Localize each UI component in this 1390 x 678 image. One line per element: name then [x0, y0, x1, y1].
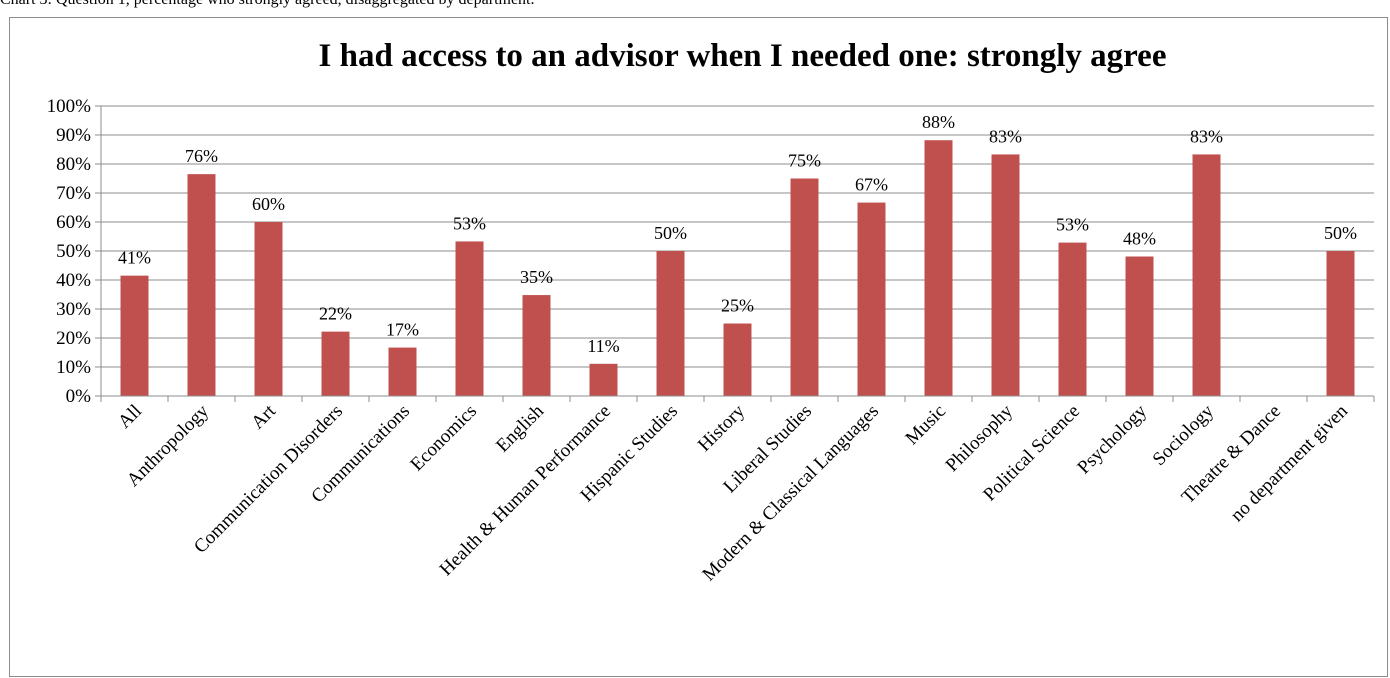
- data-label: 41%: [118, 248, 151, 268]
- data-label: 83%: [989, 126, 1022, 146]
- chart-area: I had access to an advisor when I needed…: [9, 17, 1388, 677]
- chart-caption: Chart 3: Question 1, percentage who stro…: [0, 0, 535, 9]
- bar: [790, 178, 819, 396]
- bar: [991, 154, 1020, 396]
- bar: [388, 347, 417, 396]
- bar: [522, 295, 551, 396]
- data-label: 53%: [1056, 215, 1089, 235]
- bar: [857, 202, 886, 396]
- x-tick-label: All: [114, 401, 146, 433]
- bar: [120, 275, 149, 396]
- x-tick-label: no department given: [1227, 400, 1353, 526]
- bar: [723, 323, 752, 396]
- x-tick-label: Music: [902, 401, 950, 449]
- data-label: 50%: [654, 223, 687, 243]
- bar: [924, 140, 953, 396]
- bar: [656, 251, 685, 396]
- bar: [1192, 154, 1221, 396]
- x-tick-label: History: [694, 400, 750, 456]
- y-tick-label: 60%: [56, 212, 91, 233]
- chart-title: I had access to an advisor when I needed…: [319, 38, 1167, 74]
- data-label: 88%: [922, 112, 955, 132]
- y-tick-label: 70%: [56, 183, 91, 204]
- bar-chart: I had access to an advisor when I needed…: [47, 38, 1375, 585]
- data-label: 48%: [1123, 229, 1156, 249]
- y-tick-label: 50%: [56, 241, 91, 262]
- x-tick-label: Art: [247, 400, 280, 433]
- y-tick-label: 40%: [56, 270, 91, 291]
- data-label: 50%: [1324, 223, 1357, 243]
- data-label: 53%: [453, 213, 486, 233]
- x-tick-label: Sociology: [1149, 400, 1219, 470]
- bar: [1125, 256, 1154, 396]
- x-tick-label: Economics: [406, 401, 481, 476]
- bar: [455, 241, 484, 396]
- data-label: 22%: [319, 304, 352, 324]
- data-label: 11%: [587, 336, 619, 356]
- bar: [187, 174, 216, 396]
- bar: [321, 331, 350, 396]
- y-tick-label: 30%: [56, 299, 91, 320]
- x-tick-label: Psychology: [1073, 400, 1151, 478]
- y-tick-label: 0%: [66, 386, 92, 407]
- bar: [589, 363, 618, 396]
- data-label: 67%: [855, 175, 888, 195]
- data-label: 60%: [252, 194, 285, 214]
- y-tick-label: 100%: [47, 96, 92, 117]
- x-tick-label: English: [492, 400, 548, 456]
- bar: [254, 222, 283, 396]
- data-label: 17%: [386, 320, 419, 340]
- data-label: 75%: [788, 151, 821, 171]
- data-label: 35%: [520, 267, 553, 287]
- data-label: 83%: [1190, 126, 1223, 146]
- data-label: 25%: [721, 296, 754, 316]
- y-tick-label: 80%: [56, 154, 91, 175]
- bar: [1326, 251, 1355, 396]
- y-tick-label: 20%: [56, 328, 91, 349]
- y-tick-label: 90%: [56, 125, 91, 146]
- bar: [1058, 242, 1087, 396]
- y-tick-label: 10%: [56, 357, 91, 378]
- data-label: 76%: [185, 146, 218, 166]
